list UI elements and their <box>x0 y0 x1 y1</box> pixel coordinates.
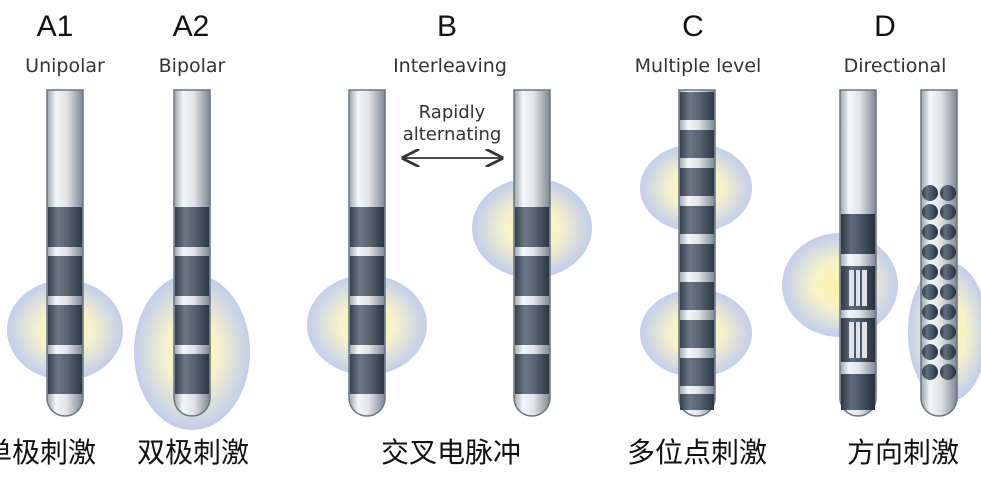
panel-title-directional: Directional <box>844 55 947 77</box>
interleaving-note-line2: alternating <box>403 124 502 145</box>
panel-title-multiple-level: Multiple level <box>635 55 762 77</box>
lead-unipolar <box>46 89 84 417</box>
interleaving-note-line1: Rapidly <box>419 102 486 123</box>
lead-multiple-level <box>678 89 716 417</box>
lead-bipolar <box>173 89 211 417</box>
panel-title-unipolar: Unipolar <box>25 55 105 77</box>
panel-title-bipolar: Bipolar <box>159 55 226 77</box>
panel-letter-a1: A1 <box>37 10 74 43</box>
panel-letter-c: C <box>682 10 704 43</box>
lead-interleaving-left <box>348 89 386 417</box>
lead-directional-dotted <box>920 89 958 417</box>
panel-letter-a2: A2 <box>173 10 210 43</box>
lead-interleaving-right <box>513 89 551 417</box>
label-cn-interleaving: 交叉电脉冲 <box>381 436 521 469</box>
panel-title-interleaving: Interleaving <box>393 55 507 77</box>
label-cn-bipolar: 双极刺激 <box>137 436 249 469</box>
panel-letter-b: B <box>437 10 457 43</box>
panel-letter-d: D <box>874 10 896 43</box>
label-cn-unipolar: 单极刺激 <box>0 436 96 469</box>
label-cn-multiple-level: 多位点刺激 <box>627 436 767 469</box>
label-cn-directional: 方向刺激 <box>847 436 959 469</box>
lead-directional-segmented <box>839 89 877 417</box>
